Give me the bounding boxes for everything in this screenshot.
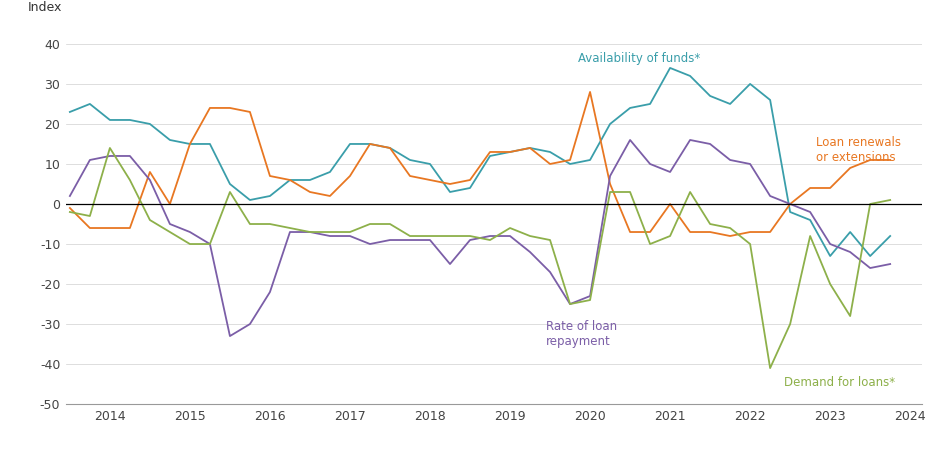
Text: Demand for loans*: Demand for loans* [784,376,895,389]
Text: Rate of loan
repayment: Rate of loan repayment [546,320,617,348]
Text: Availability of funds*: Availability of funds* [578,52,700,65]
Text: Index: Index [27,1,62,14]
Text: Loan renewals
or extensions: Loan renewals or extensions [816,136,901,164]
